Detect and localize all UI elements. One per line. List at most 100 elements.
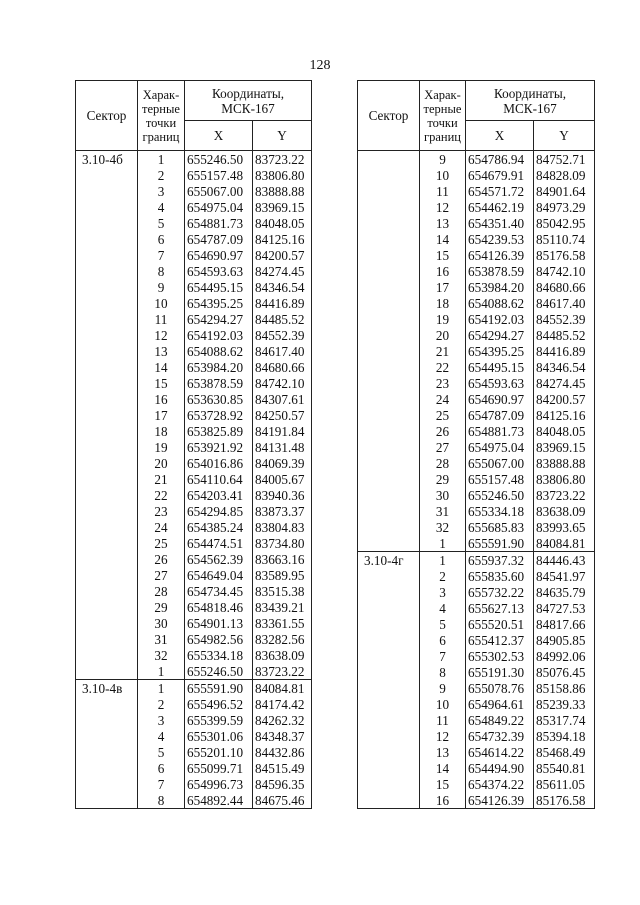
point-number-cell: 2 [137,696,185,712]
point-number-cell: 9 [137,279,185,295]
sector-cell [75,263,138,279]
point-number-cell: 2 [137,167,185,183]
x-coordinate-cell: 655520.51 [465,616,534,632]
header-x: X [465,120,534,151]
y-coordinate-cell: 85239.33 [533,696,595,712]
table-row: 24 654385.24 83804.83 [75,519,312,535]
table-row: 3.10-4б 1 655246.50 83723.22 [75,150,312,167]
y-coordinate-cell: 84125.16 [533,407,595,423]
sector-cell: 3.10-4в [75,679,138,696]
table-row: 15 654374.22 85611.05 [357,776,595,792]
sector-cell [75,792,138,809]
y-coordinate-cell: 85394.18 [533,728,595,744]
y-coordinate-cell: 84541.97 [533,568,595,584]
sector-cell: 3.10-4г [357,551,420,568]
table-row: 14 653984.20 84680.66 [75,359,312,375]
coordinates-table-left: Сектор Харак-терные точки границ Координ… [75,80,312,809]
table-row: 8 654892.44 84675.46 [75,792,312,809]
sector-cell [357,391,420,407]
x-coordinate-cell: 654395.25 [465,343,534,359]
table-row: 32 655334.18 83638.09 [75,647,312,663]
sector-cell [357,680,420,696]
x-coordinate-cell: 654351.40 [465,215,534,231]
table-row: 30 655246.50 83723.22 [357,487,595,503]
sector-cell [75,295,138,311]
sector-cell [75,712,138,728]
table-row: 22 654495.15 84346.54 [357,359,595,375]
point-number-cell: 5 [137,744,185,760]
x-coordinate-cell: 655191.30 [465,664,534,680]
point-number-cell: 22 [137,487,185,503]
y-coordinate-cell: 84515.49 [252,760,312,776]
y-coordinate-cell: 84348.37 [252,728,312,744]
sector-cell [357,359,420,375]
x-coordinate-cell: 653878.59 [465,263,534,279]
point-number-cell: 27 [137,567,185,583]
y-coordinate-cell: 83361.55 [252,615,312,631]
x-coordinate-cell: 654975.04 [465,439,534,455]
sector-cell [75,423,138,439]
table-row: 2 655157.48 83806.80 [75,167,312,183]
x-coordinate-cell: 654679.91 [465,167,534,183]
table-row: 11 654571.72 84901.64 [357,183,595,199]
sector-cell [357,423,420,439]
sector-cell [357,327,420,343]
point-number-cell: 27 [419,439,466,455]
table-row: 21 654110.64 84005.67 [75,471,312,487]
y-coordinate-cell: 84596.35 [252,776,312,792]
y-coordinate-cell: 84617.40 [533,295,595,311]
table-row: 12 654462.19 84973.29 [357,199,595,215]
y-coordinate-cell: 84446.43 [533,551,595,568]
point-number-cell: 14 [137,359,185,375]
point-number-cell: 20 [137,455,185,471]
y-coordinate-cell: 84485.52 [252,311,312,327]
point-number-cell: 26 [137,551,185,567]
table-row: 27 654975.04 83969.15 [357,439,595,455]
point-number-cell: 6 [137,231,185,247]
sector-cell [75,599,138,615]
point-number-cell: 4 [137,728,185,744]
sector-cell [357,712,420,728]
sector-cell [75,183,138,199]
table-row: 24 654690.97 84200.57 [357,391,595,407]
point-number-cell: 8 [137,792,185,809]
x-coordinate-cell: 654881.73 [465,423,534,439]
header-y: Y [252,120,312,151]
point-number-cell: 5 [137,215,185,231]
point-number-cell: 9 [419,150,466,167]
y-coordinate-cell: 85110.74 [533,231,595,247]
header-x: X [184,120,253,151]
sector-cell [75,279,138,295]
x-coordinate-cell: 654593.63 [184,263,253,279]
sector-cell [75,583,138,599]
x-coordinate-cell: 654495.15 [465,359,534,375]
point-number-cell: 8 [137,263,185,279]
table-row: 25 654474.51 83734.80 [75,535,312,551]
table-row: 16 653630.85 84307.61 [75,391,312,407]
point-number-cell: 24 [137,519,185,535]
point-number-cell: 11 [419,183,466,199]
table-row: 6 655099.71 84515.49 [75,760,312,776]
table-row: 26 654562.39 83663.16 [75,551,312,567]
table-row: 25 654787.09 84125.16 [357,407,595,423]
x-coordinate-cell: 655246.50 [465,487,534,503]
sector-cell [357,247,420,263]
point-number-cell: 14 [419,231,466,247]
y-coordinate-cell: 83888.88 [252,183,312,199]
y-coordinate-cell: 84752.71 [533,150,595,167]
sector-cell [357,343,420,359]
point-number-cell: 29 [137,599,185,615]
x-coordinate-cell: 654294.27 [184,311,253,327]
y-coordinate-cell: 84174.42 [252,696,312,712]
y-coordinate-cell: 84828.09 [533,167,595,183]
y-coordinate-cell: 84675.46 [252,792,312,809]
x-coordinate-cell: 654849.22 [465,712,534,728]
point-number-cell: 7 [137,247,185,263]
y-coordinate-cell: 84346.54 [533,359,595,375]
table-row: 3 655732.22 84635.79 [357,584,595,600]
y-coordinate-cell: 84048.05 [533,423,595,439]
x-coordinate-cell: 654982.56 [184,631,253,647]
x-coordinate-cell: 655067.00 [465,455,534,471]
sector-cell [357,199,420,215]
x-coordinate-cell: 654593.63 [465,375,534,391]
